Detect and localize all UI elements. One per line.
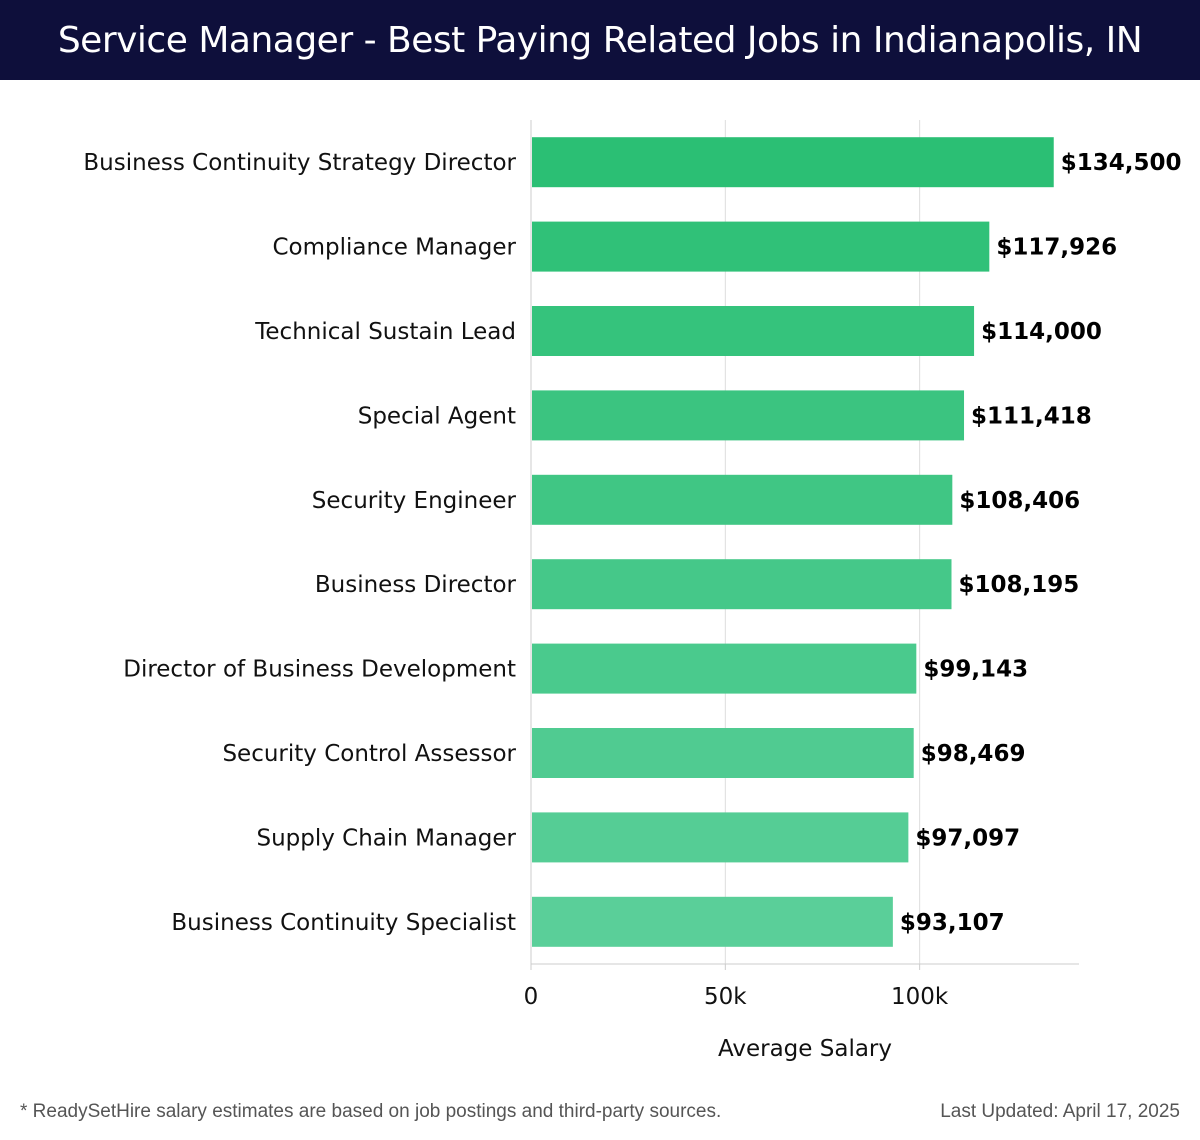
value-label: $134,500 xyxy=(1061,150,1182,176)
bar xyxy=(532,896,893,947)
last-updated: Last Updated: April 17, 2025 xyxy=(940,1101,1180,1122)
bar xyxy=(532,390,965,441)
x-axis: 0 50k 100k Average Salary xyxy=(524,120,1079,1062)
bar xyxy=(532,728,914,778)
chart-header: Service Manager - Best Paying Related Jo… xyxy=(0,0,1200,80)
category-label: Compliance Manager xyxy=(272,235,516,261)
bar xyxy=(532,812,909,863)
value-label: $117,926 xyxy=(996,235,1117,261)
value-label: $114,000 xyxy=(981,319,1102,345)
category-labels: Business Continuity Strategy Director Com… xyxy=(83,150,516,936)
value-label: $108,406 xyxy=(959,488,1080,514)
category-label: Director of Business Development xyxy=(123,657,516,683)
x-tick-label: 0 xyxy=(524,984,539,1010)
bar xyxy=(532,474,953,525)
bar xyxy=(532,559,952,610)
bars xyxy=(532,137,1054,947)
bar xyxy=(532,643,917,694)
bar xyxy=(532,221,990,272)
category-label: Security Control Assessor xyxy=(222,741,516,767)
category-label: Security Engineer xyxy=(312,488,517,514)
category-label: Business Continuity Strategy Director xyxy=(83,150,516,176)
value-label: $93,107 xyxy=(900,910,1005,936)
value-label: $108,195 xyxy=(959,572,1080,598)
value-label: $99,143 xyxy=(923,657,1028,683)
category-label: Special Agent xyxy=(358,403,516,429)
category-label: Technical Sustain Lead xyxy=(254,319,516,345)
value-label: $98,469 xyxy=(921,741,1026,767)
bar xyxy=(532,137,1054,188)
category-label: Supply Chain Manager xyxy=(256,825,516,851)
category-label: Business Continuity Specialist xyxy=(171,910,516,936)
value-label: $111,418 xyxy=(971,403,1092,429)
footnote: * ReadySetHire salary estimates are base… xyxy=(20,1101,722,1122)
value-labels: $134,500 $117,926 $114,000 $111,418 $108,406… xyxy=(900,150,1182,936)
bar xyxy=(532,306,975,356)
category-label: Business Director xyxy=(315,572,517,598)
chart-title: Service Manager - Best Paying Related Jo… xyxy=(57,19,1143,61)
x-axis-title: Average Salary xyxy=(718,1036,892,1062)
x-tick-label: 100k xyxy=(891,984,949,1010)
value-label: $97,097 xyxy=(915,825,1020,851)
x-tick-label: 50k xyxy=(704,984,747,1010)
